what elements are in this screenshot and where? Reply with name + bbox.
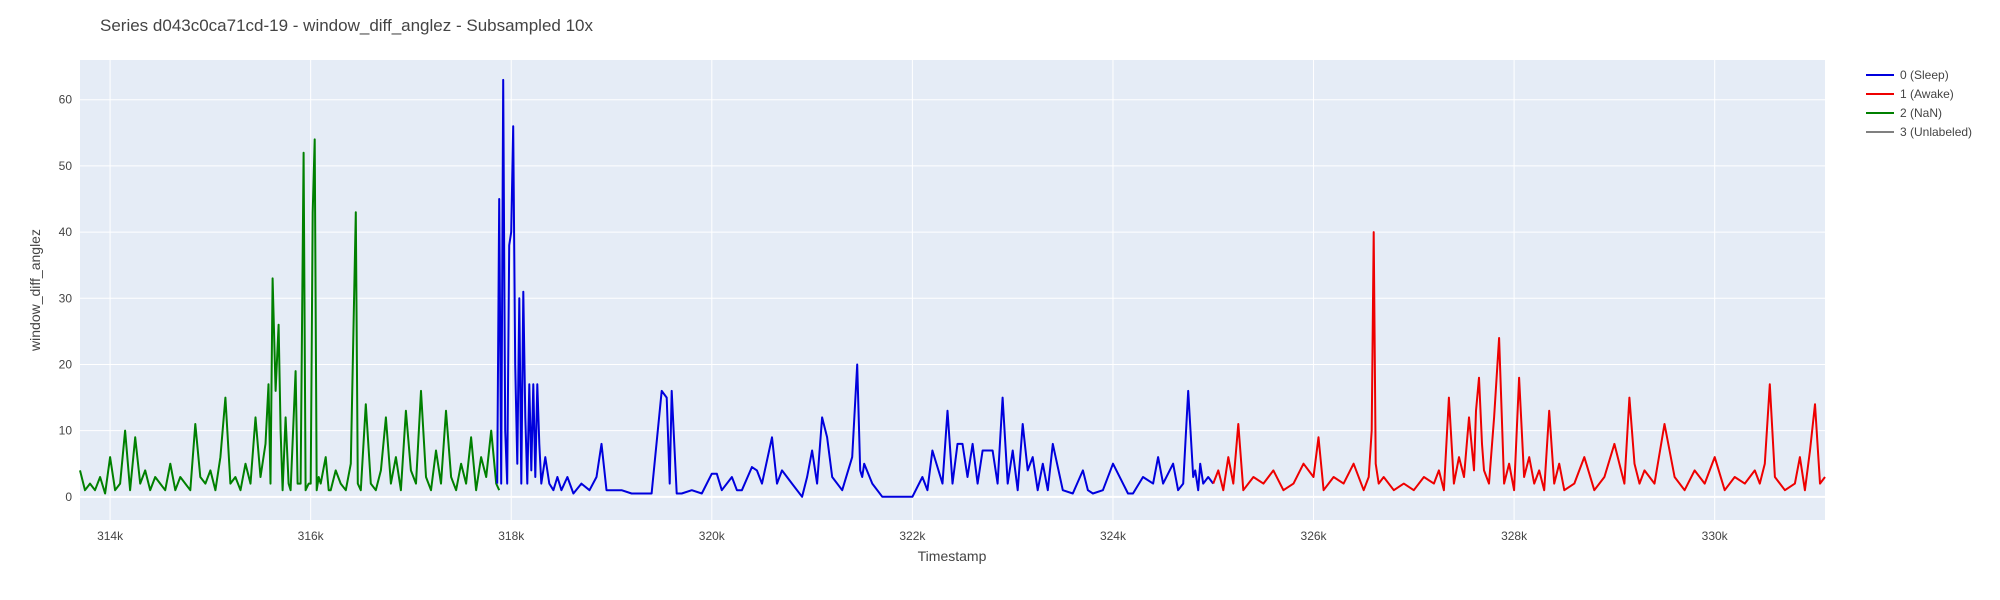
x-tick-label: 324k [1100,529,1127,543]
legend-item-2[interactable]: 2 (NaN) [1866,106,1942,120]
x-tick-label: 316k [298,529,325,543]
x-tick-label: 328k [1501,529,1528,543]
gridlines [80,60,1825,520]
x-tick-label: 322k [899,529,926,543]
y-tick-label: 30 [59,291,73,305]
legend[interactable]: 0 (Sleep) 1 (Awake) 2 (NaN) 3 (Unlabeled) [1866,68,1972,139]
legend-label: 1 (Awake) [1900,87,1954,101]
legend-label: 2 (NaN) [1900,106,1942,120]
y-axis-title: window_diff_anglez [27,229,43,352]
legend-item-0[interactable]: 0 (Sleep) [1866,68,1949,82]
plot-background [80,60,1825,520]
y-tick-label: 10 [59,424,73,438]
legend-item-1[interactable]: 1 (Awake) [1866,87,1954,101]
x-tick-label: 318k [498,529,525,543]
y-tick-label: 20 [59,357,73,371]
legend-item-3[interactable]: 3 (Unlabeled) [1866,125,1972,139]
x-tick-label: 326k [1301,529,1328,543]
y-tick-label: 60 [59,93,73,107]
chart-title: Series d043c0ca71cd-19 - window_diff_ang… [100,16,593,35]
x-axis-title: Timestamp [918,548,987,564]
x-tick-label: 320k [699,529,726,543]
series-layer [79,78,1826,498]
y-tick-label: 40 [59,225,73,239]
x-axis-ticks: 314k 316k 318k 320k 322k 324k 326k 328k 330k [97,529,1729,543]
x-tick-label: 314k [97,529,124,543]
y-tick-label: 50 [59,159,73,173]
series-line-1 [1212,231,1826,492]
legend-label: 0 (Sleep) [1900,68,1949,82]
x-tick-label: 330k [1702,529,1729,543]
series-line-2 [79,138,501,495]
series-line-0 [496,78,1214,498]
y-axis-ticks: 0 10 20 30 40 50 60 [59,93,73,504]
y-tick-label: 0 [65,490,72,504]
legend-label: 3 (Unlabeled) [1900,125,1972,139]
